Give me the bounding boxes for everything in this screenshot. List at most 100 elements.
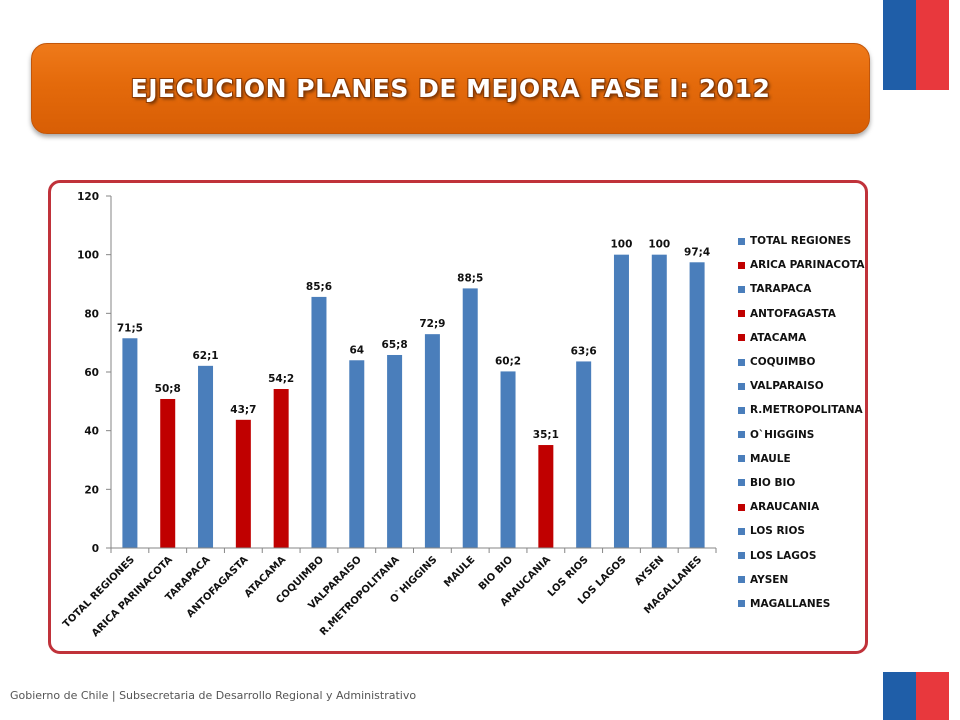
legend-item: ARICA PARINACOTA [738, 253, 868, 277]
chile-flag-stripe-bottom [883, 672, 949, 720]
data-label: 72;9 [419, 318, 445, 330]
legend-item: TARAPACA [738, 277, 868, 301]
bar [311, 296, 327, 548]
legend-item: MAULE [738, 447, 868, 471]
flag-blue-band [883, 0, 916, 90]
bar [613, 254, 629, 548]
legend-item: O`HIGGINS [738, 423, 868, 447]
y-tick-label: 80 [84, 308, 99, 320]
bar [500, 371, 516, 548]
legend-label: BIO BIO [750, 476, 796, 489]
y-tick-label: 120 [77, 191, 99, 203]
flag-blue-band [883, 672, 916, 720]
bar [576, 361, 592, 548]
legend-item: AYSEN [738, 568, 868, 592]
legend-swatch [738, 576, 745, 584]
y-tick-label: 20 [84, 484, 99, 496]
page-title: EJECUCION PLANES DE MEJORA FASE I: 2012 [130, 74, 771, 103]
bar [424, 334, 440, 548]
legend-label: ARAUCANIA [750, 501, 820, 514]
legend-label: ARICA PARINACOTA [750, 259, 865, 272]
legend-label: VALPARAISO [750, 380, 824, 393]
data-label: 35;1 [533, 429, 559, 441]
data-labels: 71;5 50;8 62;1 43;7 54;2 85;6 64 65;8 72;9 88;5 60… [117, 239, 710, 441]
data-label: 88;5 [457, 272, 483, 284]
legend-swatch [738, 527, 745, 535]
legend-item: ATACAMA [738, 326, 868, 350]
legend-item: TOTAL REGIONES [738, 229, 868, 253]
legend-item: ANTOFAGASTA [738, 302, 868, 326]
legend-swatch [738, 382, 745, 390]
chart-legend: TOTAL REGIONES ARICA PARINACOTA TARAPACA AN… [738, 229, 868, 616]
data-label: 43;7 [230, 404, 256, 416]
x-tick-label: BIO BIO [477, 554, 515, 592]
legend-swatch [738, 431, 745, 439]
flag-red-band [916, 672, 949, 720]
legend-swatch [738, 261, 745, 269]
legend-item: ARAUCANIA [738, 495, 868, 519]
legend-item: LOS RIOS [738, 519, 868, 543]
y-axis: 0 20 40 60 80 100 120 [77, 191, 112, 555]
legend-item: COQUIMBO [738, 350, 868, 374]
legend-swatch [738, 479, 745, 487]
bar [387, 354, 403, 548]
data-label: 85;6 [306, 281, 332, 293]
bar [198, 365, 214, 548]
legend-label: ANTOFAGASTA [750, 307, 836, 320]
legend-item: LOS LAGOS [738, 543, 868, 567]
bar [160, 398, 176, 548]
bar [235, 419, 251, 548]
legend-swatch [738, 503, 745, 511]
legend-swatch [738, 358, 745, 366]
legend-swatch [738, 237, 745, 245]
x-tick-label: AYSEN [633, 554, 667, 588]
y-tick-label: 40 [84, 426, 99, 438]
legend-item: R.METROPOLITANA [738, 398, 868, 422]
data-label: 60;2 [495, 355, 521, 367]
title-banner: EJECUCION PLANES DE MEJORA FASE I: 2012 [31, 43, 870, 134]
data-label: 54;2 [268, 373, 294, 385]
footer-text: Gobierno de Chile | Subsecretaria de Des… [10, 689, 417, 702]
legend-label: COQUIMBO [750, 356, 816, 369]
legend-swatch [738, 600, 745, 608]
data-label: 97;4 [684, 246, 710, 258]
legend-swatch [738, 552, 745, 560]
x-tick-label: ARICA PARINACOTA [90, 554, 175, 639]
legend-label: MAGALLANES [750, 597, 831, 610]
x-tick-label: TOTAL REGIONES [61, 554, 137, 630]
y-tick-label: 100 [77, 250, 99, 262]
legend-label: MAULE [750, 452, 791, 465]
data-label: 100 [648, 239, 670, 251]
legend-label: O`HIGGINS [750, 428, 815, 441]
legend-swatch [738, 285, 745, 293]
legend-swatch [738, 406, 745, 414]
legend-label: LOS RIOS [750, 525, 805, 538]
data-label: 64 [349, 344, 364, 356]
data-label: 63;6 [571, 345, 597, 357]
flag-red-band [916, 0, 949, 90]
bar [349, 360, 365, 548]
y-tick-label: 60 [84, 367, 99, 379]
bar [462, 288, 478, 548]
legend-item: BIO BIO [738, 471, 868, 495]
legend-label: R.METROPOLITANA [750, 404, 863, 417]
legend-label: AYSEN [750, 573, 789, 586]
legend-swatch [738, 455, 745, 463]
bar [689, 262, 705, 548]
x-tick-label: MAULE [442, 554, 477, 589]
data-label: 100 [611, 239, 633, 251]
legend-item: VALPARAISO [738, 374, 868, 398]
data-label: 71;5 [117, 322, 143, 334]
bar [538, 445, 554, 548]
data-label: 50;8 [155, 383, 181, 395]
bar [122, 338, 138, 548]
y-tick-label: 0 [92, 543, 99, 555]
bars [122, 254, 705, 548]
legend-label: TARAPACA [750, 283, 812, 296]
chile-flag-stripe-top [883, 0, 949, 90]
legend-label: TOTAL REGIONES [750, 235, 852, 248]
legend-swatch [738, 334, 745, 342]
chart-frame [48, 180, 868, 654]
